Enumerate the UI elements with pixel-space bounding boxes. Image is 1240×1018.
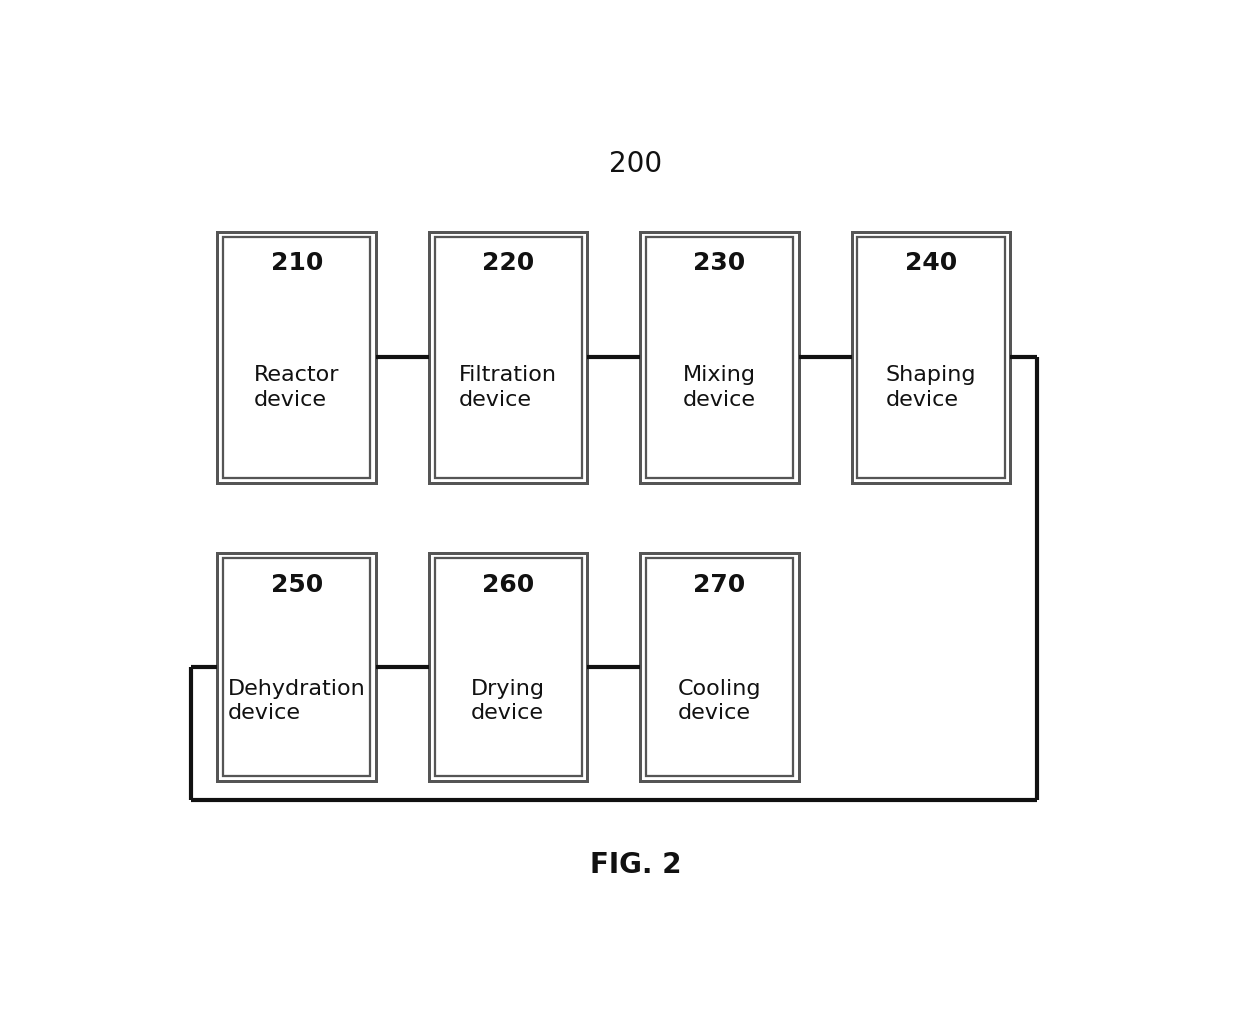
FancyBboxPatch shape bbox=[429, 554, 588, 781]
FancyBboxPatch shape bbox=[640, 554, 799, 781]
FancyBboxPatch shape bbox=[217, 232, 376, 483]
FancyBboxPatch shape bbox=[217, 554, 376, 781]
Text: Mixing
device: Mixing device bbox=[683, 365, 756, 410]
Text: Reactor
device: Reactor device bbox=[254, 365, 340, 410]
Text: 260: 260 bbox=[482, 573, 534, 597]
FancyBboxPatch shape bbox=[435, 558, 582, 776]
Text: 250: 250 bbox=[270, 573, 322, 597]
Text: 230: 230 bbox=[693, 251, 745, 276]
Text: 270: 270 bbox=[693, 573, 745, 597]
FancyBboxPatch shape bbox=[435, 236, 582, 478]
Text: Filtration
device: Filtration device bbox=[459, 365, 557, 410]
Text: Shaping
device: Shaping device bbox=[885, 365, 976, 410]
FancyBboxPatch shape bbox=[646, 236, 794, 478]
FancyBboxPatch shape bbox=[223, 236, 371, 478]
FancyBboxPatch shape bbox=[852, 232, 1011, 483]
Text: 210: 210 bbox=[270, 251, 322, 276]
Text: FIG. 2: FIG. 2 bbox=[590, 851, 681, 880]
Text: 220: 220 bbox=[482, 251, 534, 276]
Text: Cooling
device: Cooling device bbox=[678, 679, 761, 724]
FancyBboxPatch shape bbox=[858, 236, 1004, 478]
Text: 240: 240 bbox=[905, 251, 957, 276]
Text: 200: 200 bbox=[609, 150, 662, 177]
FancyBboxPatch shape bbox=[640, 232, 799, 483]
Text: Drying
device: Drying device bbox=[471, 679, 546, 724]
FancyBboxPatch shape bbox=[223, 558, 371, 776]
FancyBboxPatch shape bbox=[646, 558, 794, 776]
Text: Dehydration
device: Dehydration device bbox=[228, 679, 366, 724]
FancyBboxPatch shape bbox=[429, 232, 588, 483]
